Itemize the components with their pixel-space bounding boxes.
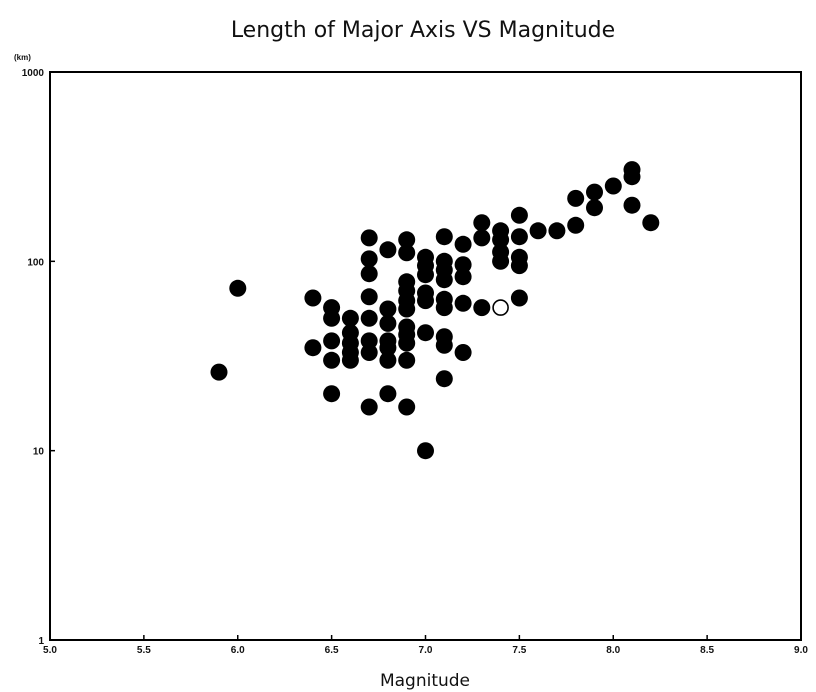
x-tick-label: 8.5: [700, 645, 714, 656]
data-point: [548, 222, 566, 240]
data-point: [567, 216, 585, 234]
chart-title: Length of Major Axis VS Magnitude: [231, 18, 615, 43]
data-point: [492, 252, 510, 270]
data-point: [398, 351, 416, 369]
data-point: [341, 351, 359, 369]
data-point: [510, 289, 528, 307]
data-point: [360, 398, 378, 416]
open-data-point: [492, 299, 509, 316]
data-point: [454, 294, 472, 312]
data-point: [304, 339, 322, 357]
data-point: [379, 339, 397, 357]
data-point: [379, 385, 397, 403]
data-point: [435, 228, 453, 246]
y-tick-label: 100: [27, 257, 44, 268]
data-point: [623, 196, 641, 214]
y-tick-label: 1: [38, 636, 44, 647]
data-point: [435, 370, 453, 388]
data-point: [417, 442, 434, 460]
data-point: [398, 300, 416, 318]
data-point: [341, 309, 359, 327]
x-axis-label: Magnitude: [380, 671, 470, 691]
data-point: [473, 299, 491, 317]
data-point: [642, 214, 660, 232]
data-point: [323, 351, 341, 369]
data-point: [454, 256, 472, 274]
data-point: [398, 244, 416, 262]
data-point: [323, 385, 341, 403]
data-point: [473, 214, 491, 232]
y-axis-unit-label: (km): [14, 53, 31, 62]
data-point: [417, 324, 434, 342]
data-point: [379, 300, 397, 318]
data-point: [398, 231, 416, 249]
data-point: [510, 228, 528, 246]
x-tick-label: 9.0: [794, 645, 808, 656]
data-point: [417, 292, 434, 310]
data-point: [623, 168, 641, 186]
data-point: [360, 250, 378, 268]
data-point: [604, 177, 622, 195]
data-point: [454, 268, 472, 286]
data-point: [379, 314, 397, 332]
data-point: [454, 344, 472, 361]
data-point: [229, 279, 247, 297]
data-point: [360, 288, 378, 306]
data-point: [417, 266, 434, 284]
data-point: [398, 398, 416, 416]
data-point: [360, 229, 378, 247]
data-points: [210, 161, 660, 460]
data-point: [492, 231, 510, 249]
data-point: [360, 265, 378, 283]
data-point: [586, 199, 603, 217]
data-point: [360, 309, 378, 327]
data-point: [567, 189, 585, 207]
plot-frame: [49, 71, 802, 641]
data-point: [529, 222, 547, 240]
data-point: [435, 336, 453, 354]
data-point: [398, 334, 416, 352]
x-tick-label: 5.5: [137, 645, 151, 656]
x-tick-label: 6.5: [325, 645, 339, 656]
x-tick-label: 6.0: [231, 645, 245, 656]
x-tick-label: 5.0: [43, 645, 57, 656]
data-point: [323, 309, 341, 327]
data-point: [379, 241, 397, 259]
y-tick-label: 1000: [22, 68, 45, 79]
data-point: [435, 271, 453, 289]
data-point: [323, 332, 341, 350]
data-point: [435, 299, 453, 317]
y-tick-label: 10: [33, 447, 45, 458]
data-point: [360, 344, 378, 361]
data-point: [304, 289, 322, 307]
data-point: [379, 351, 397, 369]
data-point: [454, 235, 472, 253]
data-point: [210, 363, 228, 381]
data-point: [586, 183, 603, 201]
data-point: [473, 229, 491, 247]
x-tick-label: 8.0: [606, 645, 620, 656]
x-tick-label: 7.0: [419, 645, 433, 656]
data-point: [510, 206, 528, 224]
x-tick-label: 7.5: [512, 645, 526, 656]
data-point: [510, 257, 528, 275]
axis-ticks: 5.0 5.5 6.0 6.5 7.0 7.5 8.0 8.5 9.0 1 10 100 1000: [22, 68, 809, 656]
